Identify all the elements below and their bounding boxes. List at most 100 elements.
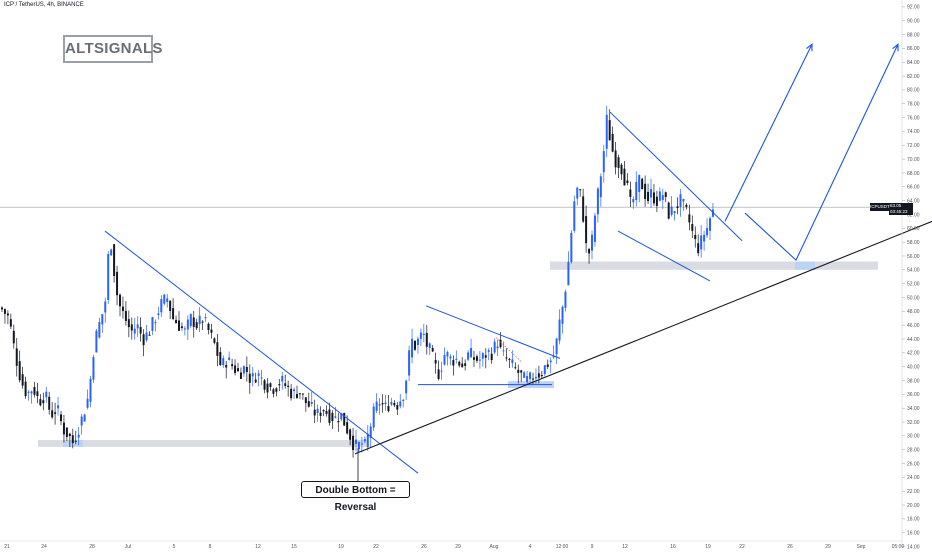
candle-body [685, 204, 688, 207]
y-tick-label: 22.00 [907, 489, 920, 495]
y-tick-label: 38.00 [907, 378, 920, 384]
candle-body [189, 314, 192, 326]
candle-body [57, 405, 60, 409]
candle-body [80, 416, 83, 426]
y-tick-label: 92.00 [907, 5, 920, 11]
y-tick-label: 88.00 [907, 32, 920, 38]
candle-body [234, 365, 237, 373]
x-tick-label: 12 [622, 544, 628, 550]
candle-body [6, 313, 9, 316]
candle-body [33, 387, 36, 395]
y-tick-label: 70.00 [907, 157, 920, 163]
candle-body [449, 356, 452, 359]
candle-body [452, 360, 455, 366]
candle-body [602, 151, 605, 173]
candle-body [269, 383, 272, 387]
candle-body [667, 202, 670, 219]
candle-body [225, 364, 228, 368]
candle-body [62, 422, 65, 435]
x-tick-label: 12:00 [556, 544, 569, 550]
candle-body [357, 442, 360, 450]
y-tick-label: 84.00 [907, 60, 920, 66]
candle-body [543, 365, 546, 375]
candle-body [107, 254, 110, 300]
candle-body [617, 157, 620, 168]
x-tick-label: 21 [4, 544, 10, 550]
candle-body [558, 319, 561, 341]
double-bottom-annotation[interactable]: Double Bottom = Reversal [301, 481, 410, 513]
candle-body [237, 368, 239, 372]
candle-body [579, 189, 582, 191]
candle-body [257, 373, 260, 376]
candle-body [608, 120, 611, 141]
y-tick-label: 24.00 [907, 475, 920, 481]
candle-body [537, 373, 540, 378]
candle-body [478, 359, 481, 361]
candle-body [570, 232, 573, 262]
candle-body [201, 321, 204, 323]
support-zone [38, 440, 368, 447]
x-tick-label: 29 [825, 544, 831, 550]
candle-body [564, 291, 567, 308]
candle-body [133, 328, 136, 334]
candle-body [68, 433, 71, 437]
candle-body [48, 396, 51, 410]
arrow-head [892, 43, 899, 52]
candle-body [104, 301, 107, 313]
candle-body [709, 218, 711, 231]
long-uptrend-line [354, 220, 932, 455]
candle-body [154, 322, 157, 324]
x-tick-label: 24 [41, 544, 47, 550]
candle-body [658, 191, 661, 201]
candle-body [499, 339, 502, 348]
y-tick-label: 42.00 [907, 351, 920, 357]
projection-arrow [744, 44, 899, 262]
resistance-trendline [425, 305, 561, 359]
y-tick-label: 66.00 [907, 185, 920, 191]
candle-body [561, 306, 564, 324]
candle-body [9, 319, 12, 327]
y-tick-label: 28.00 [907, 447, 920, 453]
candle-body [629, 189, 632, 197]
candle-body [387, 406, 390, 412]
dotted-trendline [495, 337, 523, 363]
candle-body [148, 334, 151, 336]
x-tick-label: 26 [787, 544, 793, 550]
candle-body [15, 348, 18, 366]
candle-body [706, 228, 709, 236]
candle-body [475, 356, 478, 361]
candle-body [360, 443, 363, 445]
candle-body [145, 332, 148, 341]
y-tick-label: 14.00 [907, 544, 920, 550]
candle-body [18, 361, 21, 381]
candle-body [157, 313, 160, 316]
candle-body [337, 421, 340, 423]
candle-body [310, 401, 313, 404]
candle-body [473, 357, 475, 360]
candle-body [534, 376, 537, 379]
candle-body [322, 410, 325, 412]
candle-body [39, 399, 42, 406]
candle-body [511, 359, 514, 364]
candle-body [652, 192, 655, 204]
support-zone-highlight [795, 261, 815, 270]
candle-body [204, 317, 207, 319]
candle-body [124, 310, 127, 321]
candle-body [86, 398, 89, 408]
candle-body [248, 373, 251, 383]
x-tick-label: Sep [857, 544, 866, 550]
projection-arrow [724, 44, 813, 222]
candle-body [222, 358, 225, 366]
x-tick-label: 26 [421, 544, 427, 550]
candle-body [520, 370, 523, 373]
candle-body [384, 402, 387, 404]
y-tick-label: 36.00 [907, 392, 920, 398]
candle-body [555, 338, 558, 355]
candle-body [502, 350, 505, 352]
candle-body [355, 439, 357, 444]
candle-body [130, 324, 133, 331]
candle-body [42, 400, 45, 404]
candle-body [301, 393, 304, 395]
